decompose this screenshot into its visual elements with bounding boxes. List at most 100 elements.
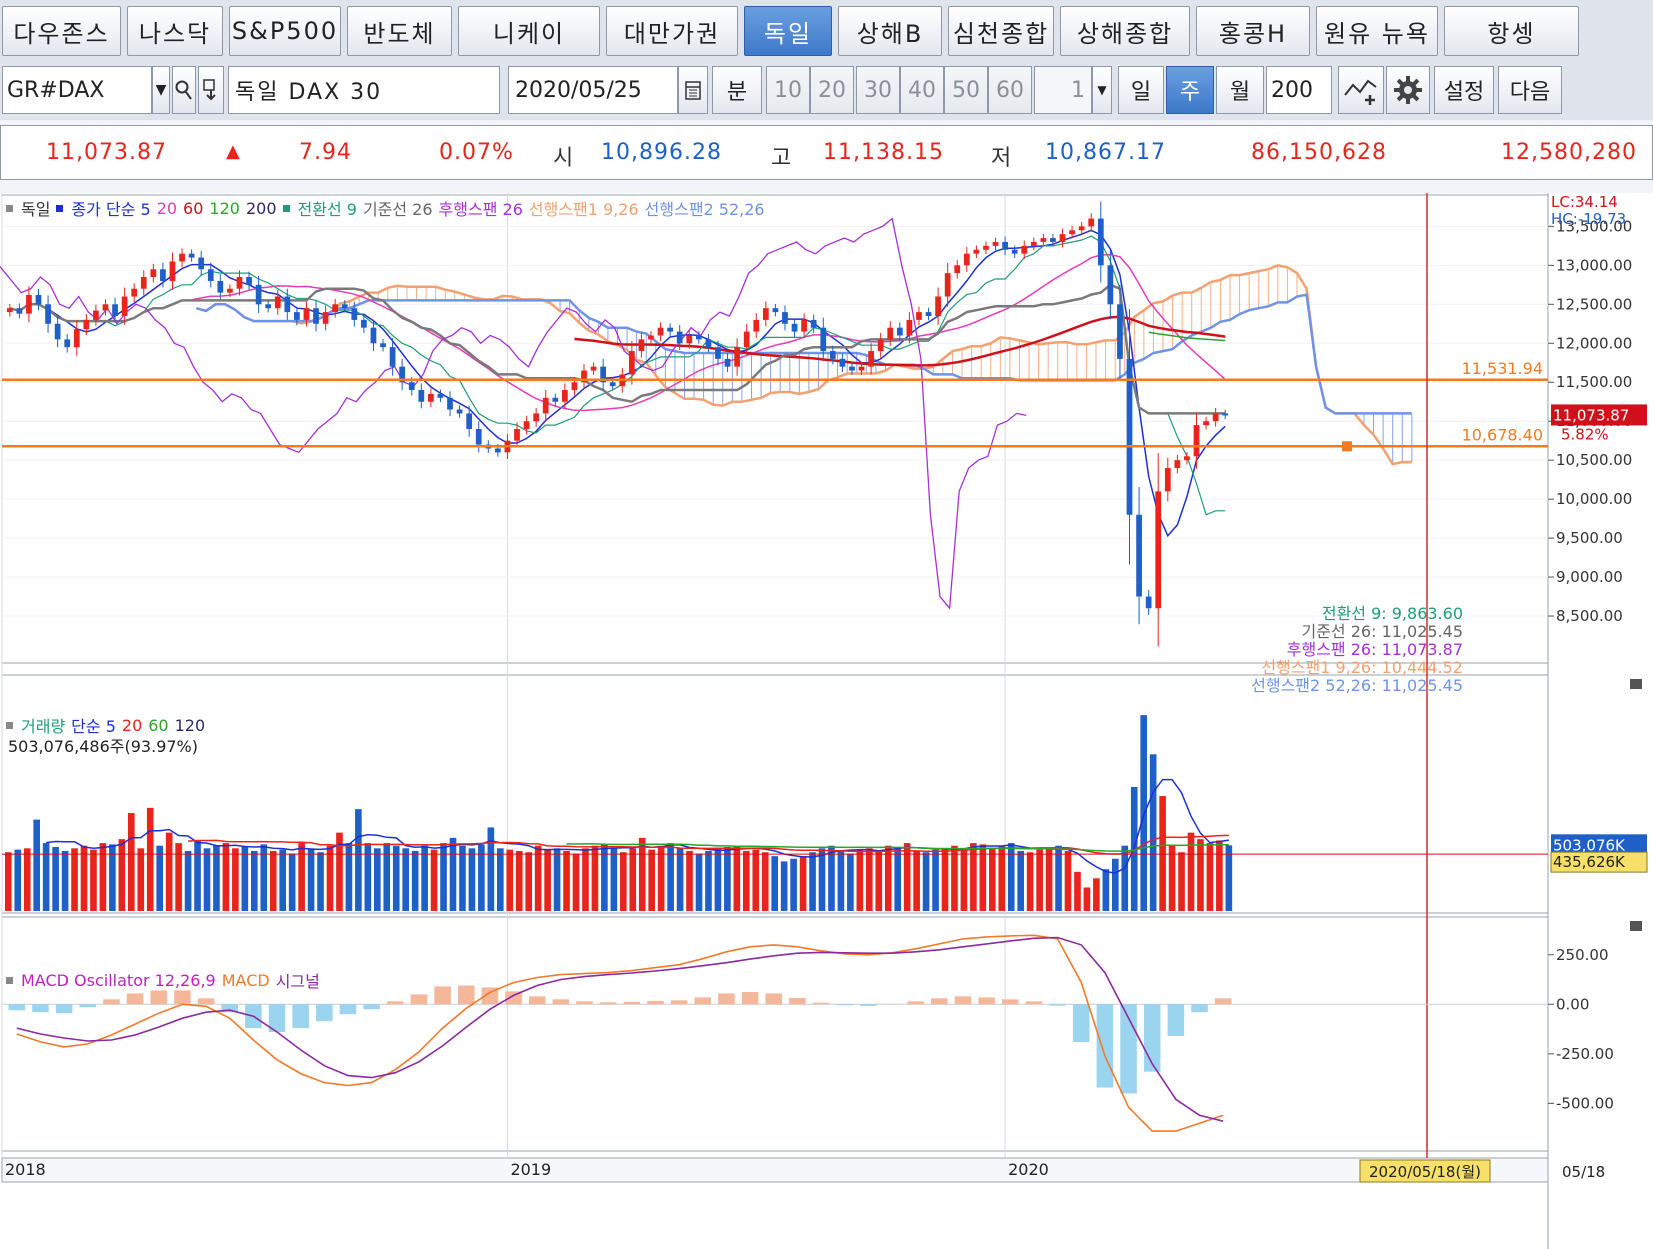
volume-bar <box>695 853 703 911</box>
legend-volume-ma120: 120 <box>174 715 206 735</box>
volume-bar <box>90 849 97 911</box>
minute-60-button[interactable]: 60 <box>988 66 1032 114</box>
tab-taiwan[interactable]: 대만가권 <box>606 6 738 56</box>
price-legend: 독일 종가 단순 5 20 60 120 200 전환선 9 기준선 26 후행… <box>6 196 765 220</box>
candle <box>715 347 721 359</box>
tab-crude-oil[interactable]: 원유 뉴욕 <box>1316 6 1438 56</box>
volume-bar <box>894 848 902 911</box>
candle <box>112 304 118 316</box>
volume-bar <box>1045 848 1053 911</box>
bars-count-input[interactable]: 200 <box>1266 66 1332 114</box>
candle <box>370 327 377 344</box>
candle <box>447 397 453 410</box>
symbol-dropdown-button[interactable]: ▼ <box>152 66 170 114</box>
settings-button[interactable]: 설정 <box>1434 66 1494 114</box>
count-dropdown-button[interactable]: ▼ <box>1092 66 1112 114</box>
minute-button[interactable]: 분 <box>712 66 762 114</box>
candle <box>418 390 425 402</box>
volume-ref-label: 435,626K <box>1553 853 1626 871</box>
minute-20-button[interactable]: 20 <box>810 66 854 114</box>
volume-bar <box>960 848 968 911</box>
minute-30-button[interactable]: 30 <box>856 66 900 114</box>
volume-bar <box>449 837 457 911</box>
tab-germany[interactable]: 독일 <box>744 6 832 56</box>
symbol-input[interactable]: GR#DAX <box>2 66 152 114</box>
link-icon[interactable] <box>198 66 224 114</box>
candle <box>150 269 157 278</box>
macd-osc-bar <box>1214 998 1232 1005</box>
legend-square-icon <box>282 204 290 212</box>
candle <box>1117 304 1123 359</box>
chart-canvas[interactable]: 2018 2019 20208,500.009,000.009,500.0010,0… <box>0 193 1653 1249</box>
volume-bar <box>468 848 476 911</box>
search-icon[interactable] <box>172 66 196 114</box>
next-button[interactable]: 다음 <box>1498 66 1562 114</box>
volume-bar <box>213 845 220 911</box>
volume-bar <box>705 850 712 911</box>
week-button[interactable]: 주 <box>1166 66 1214 114</box>
tab-sp500[interactable]: S&P500 <box>229 6 341 56</box>
volume-bar <box>544 849 551 911</box>
volume-bar <box>1140 715 1148 911</box>
volume-bar <box>279 849 287 911</box>
volume-bar <box>875 850 883 911</box>
volume-bar <box>733 845 741 911</box>
candle <box>561 390 568 402</box>
candle <box>1174 460 1181 468</box>
date-input[interactable]: 2020/05/25 <box>508 66 678 114</box>
volume-bar <box>203 848 211 911</box>
candle <box>236 277 243 289</box>
symbol-name-field: 독일 DAX 30 <box>228 66 500 114</box>
tab-hongkong-h[interactable]: 홍콩H <box>1196 6 1310 56</box>
ichimoku-senkou1-value: 선행스팬1 9,26: 10,444.52 <box>1261 658 1463 677</box>
tab-semiconductor[interactable]: 반도체 <box>347 6 452 56</box>
volume-bar <box>1017 850 1025 911</box>
tab-dow-jones[interactable]: 다우존스 <box>2 6 121 56</box>
ichimoku-senkou2-value: 선행스팬2 52,26: 11,025.45 <box>1251 676 1463 695</box>
tab-nasdaq[interactable]: 나스닥 <box>127 6 223 56</box>
high-label: 고 <box>771 146 793 171</box>
volume-bar <box>780 861 788 911</box>
macd-osc-bar <box>670 1000 688 1005</box>
add-indicator-icon[interactable] <box>1338 66 1384 114</box>
volume-bar <box>440 843 447 911</box>
candle <box>217 280 224 293</box>
tab-hang-seng[interactable]: 항셍 <box>1444 6 1579 56</box>
volume-last-box <box>1551 834 1647 855</box>
volume-ma60-line <box>566 843 1229 852</box>
tab-shenzhen[interactable]: 심천종합 <box>948 6 1054 56</box>
candle <box>801 319 807 332</box>
candle <box>581 370 587 383</box>
legend-square-icon <box>6 976 13 984</box>
month-button[interactable]: 월 <box>1216 66 1264 114</box>
chart-area[interactable]: 2018 2019 2020 8,500.00 9,000.00 9,500.00 10,0… <box>0 193 1653 1249</box>
volume-bar <box>336 832 343 911</box>
minute-50-button[interactable]: 50 <box>944 66 988 114</box>
volume-ref-box <box>1550 851 1648 873</box>
minute-10-button[interactable]: 10 <box>766 66 810 114</box>
candle <box>93 310 99 320</box>
minute-40-button[interactable]: 40 <box>900 66 944 114</box>
volume-bar <box>913 850 920 911</box>
legend-signal-line: 시그널 <box>275 972 320 991</box>
count-stepper[interactable]: 1 <box>1034 66 1092 114</box>
macd-osc-bar <box>623 1001 641 1005</box>
volume-bar <box>109 844 116 911</box>
volume-bar <box>402 848 410 911</box>
volume-bar <box>714 848 722 911</box>
candle <box>380 343 386 348</box>
candle <box>992 241 999 246</box>
tab-shanghai[interactable]: 상해종합 <box>1060 6 1190 56</box>
candle <box>45 304 51 324</box>
last-price: 11,073.87 <box>46 140 167 165</box>
day-button[interactable]: 일 <box>1118 66 1164 114</box>
volume-bar <box>232 848 239 911</box>
tab-nikkei[interactable]: 니케이 <box>458 6 600 56</box>
volume-bar <box>922 852 930 911</box>
calendar-icon[interactable] <box>678 66 708 114</box>
volume-bar <box>506 849 514 911</box>
macd-osc-bar <box>694 997 712 1005</box>
tab-shanghai-b[interactable]: 상해B <box>838 6 942 56</box>
gear-icon[interactable] <box>1386 66 1430 114</box>
cursor-date-label: 2020/05/18(월) <box>1369 1163 1481 1181</box>
